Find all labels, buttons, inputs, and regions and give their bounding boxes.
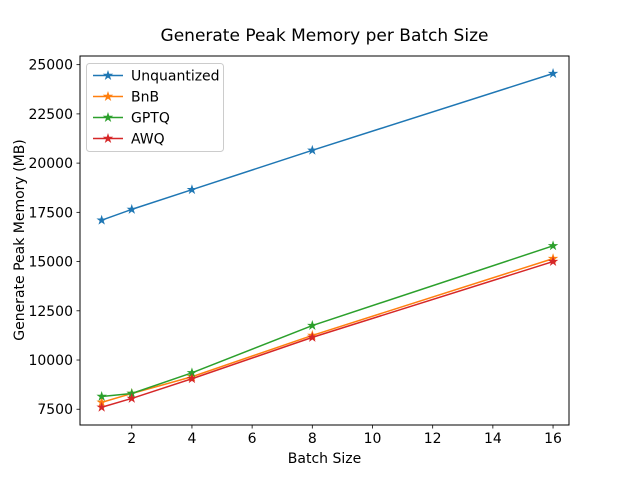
data-point-unquantized-batch-1 xyxy=(96,214,107,225)
data-point-awq-batch-16 xyxy=(547,256,559,267)
y-tick-label: 17500 xyxy=(28,205,73,221)
data-point-gptq-batch-16 xyxy=(547,240,559,251)
x-tick-label: 2 xyxy=(127,431,136,447)
data-point-awq-batch-8 xyxy=(307,331,318,342)
data-point-gptq-batch-1 xyxy=(96,390,107,401)
x-tick-label: 12 xyxy=(424,431,442,447)
x-tick-label: 4 xyxy=(187,431,196,447)
x-tick-label: 6 xyxy=(248,431,257,447)
legend-label-unquantized: Unquantized xyxy=(131,69,220,85)
chart-title: Generate Peak Memory per Batch Size xyxy=(160,26,489,46)
data-point-unquantized-batch-4 xyxy=(186,184,198,195)
x-axis-label: Batch Size xyxy=(287,451,362,467)
legend: Unquantized BnB GPTQ AWQ xyxy=(86,63,224,152)
legend-marker-unquantized xyxy=(102,70,114,80)
x-tick-label: 10 xyxy=(364,431,382,447)
y-tick-label: 7500 xyxy=(37,402,73,418)
x-tick-label: 16 xyxy=(544,431,562,447)
y-tick-label: 22500 xyxy=(28,107,73,123)
data-point-awq-batch-2 xyxy=(126,392,137,403)
x-tick-label: 8 xyxy=(308,431,317,447)
y-tick-label: 20000 xyxy=(28,156,73,172)
data-point-unquantized-batch-8 xyxy=(307,144,318,155)
y-tick-label: 25000 xyxy=(28,58,73,74)
data-point-unquantized-batch-16 xyxy=(547,68,559,78)
legend-marker-awq xyxy=(102,133,114,143)
data-point-gptq-batch-8 xyxy=(307,320,318,331)
x-tick-label: 14 xyxy=(484,431,502,447)
legend-label-bnb: BnB xyxy=(131,90,159,106)
y-tick-label: 15000 xyxy=(28,255,73,271)
data-point-unquantized-batch-2 xyxy=(126,203,137,214)
data-point-awq-batch-4 xyxy=(186,373,198,384)
data-point-awq-batch-1 xyxy=(96,401,107,412)
legend-label-gptq: GPTQ xyxy=(131,111,170,127)
legend-box xyxy=(86,63,224,152)
legend-marker-bnb xyxy=(102,91,114,101)
legend-marker-gptq xyxy=(102,112,114,122)
legend-label-awq: AWQ xyxy=(131,132,165,148)
data-point-gptq-batch-4 xyxy=(186,367,198,378)
y-tick-label: 12500 xyxy=(28,304,73,320)
y-tick-label: 10000 xyxy=(28,353,73,369)
